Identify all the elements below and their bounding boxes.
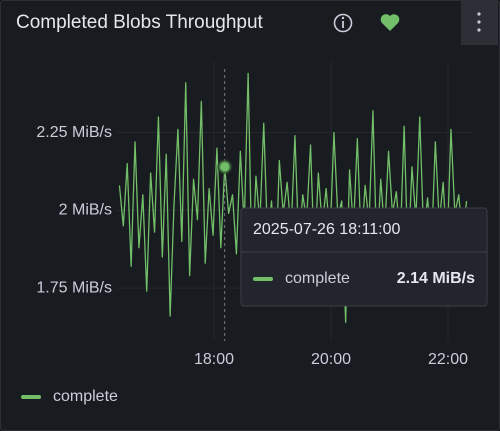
x-tick-label: 18:00 bbox=[194, 351, 234, 368]
tooltip: 2025-07-26 18:11:00 complete 2.14 MiB/s bbox=[240, 207, 488, 307]
x-tick-label: 20:00 bbox=[311, 351, 351, 368]
tooltip-series: complete bbox=[285, 270, 350, 287]
info-icon[interactable] bbox=[333, 13, 353, 33]
y-tick-label: 2 MiB/s bbox=[59, 202, 112, 219]
hover-point bbox=[217, 159, 233, 175]
y-tick-label: 2.25 MiB/s bbox=[36, 124, 112, 141]
chart-title: Completed Blobs Throughput bbox=[16, 12, 264, 33]
tooltip-value: 2.14 MiB/s bbox=[397, 270, 475, 287]
x-tick-label: 22:00 bbox=[428, 351, 468, 368]
menu-button[interactable] bbox=[461, 1, 498, 45]
legend-swatch bbox=[21, 395, 41, 399]
y-tick-label: 1.75 MiB/s bbox=[36, 279, 112, 296]
tooltip-time: 2025-07-26 18:11:00 bbox=[253, 221, 400, 238]
legend-label[interactable]: complete bbox=[53, 388, 118, 405]
favorite-icon[interactable] bbox=[380, 14, 400, 31]
tooltip-swatch bbox=[253, 277, 273, 281]
